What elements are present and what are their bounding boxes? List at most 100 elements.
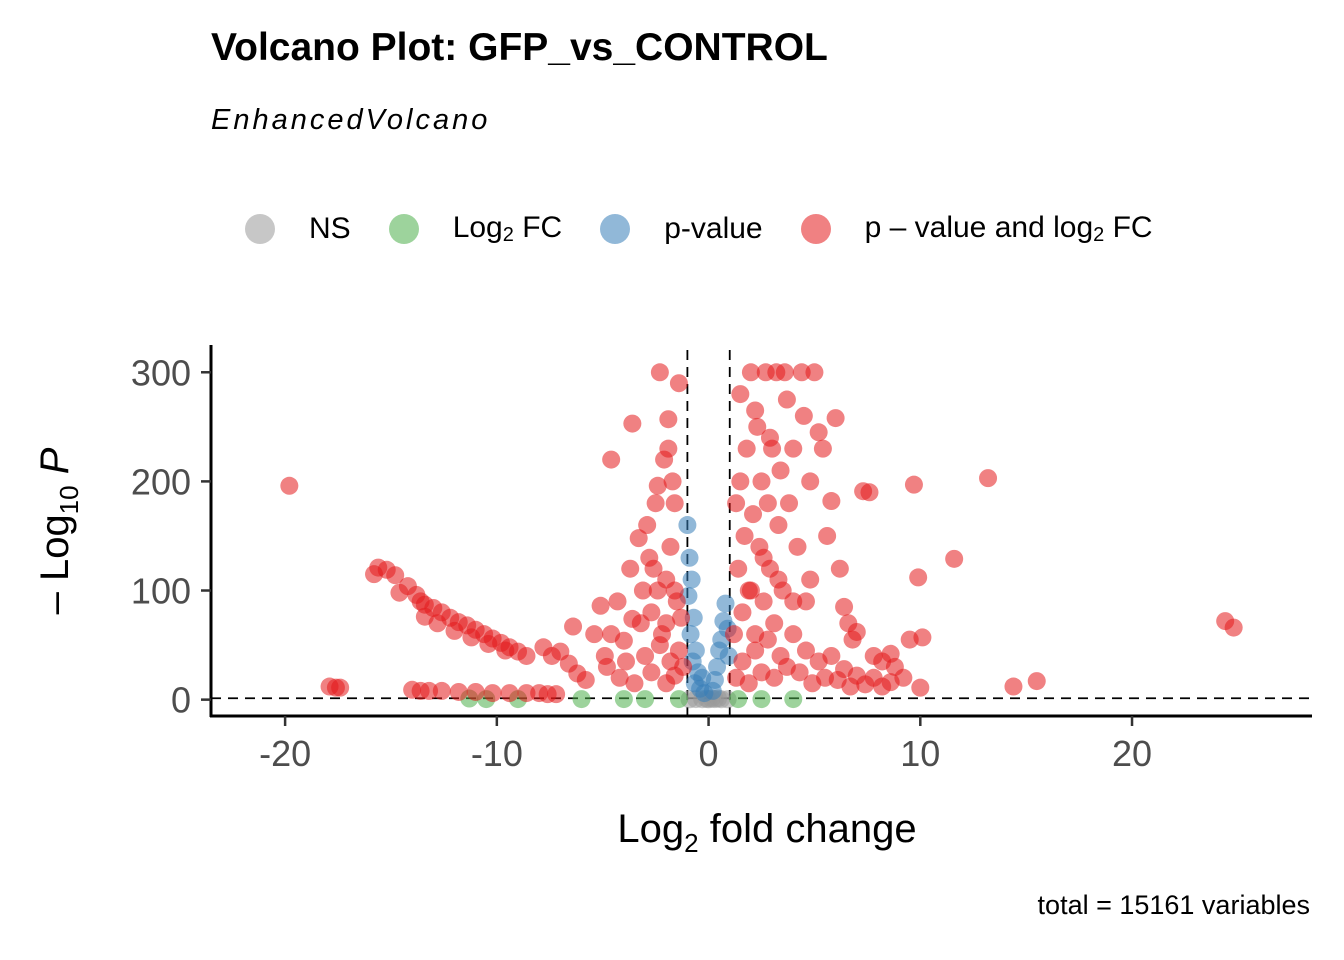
data-point bbox=[731, 472, 750, 491]
data-point bbox=[597, 657, 616, 676]
data-point bbox=[576, 670, 595, 689]
data-point bbox=[500, 684, 519, 703]
chart-caption: total = 15161 variables bbox=[1037, 890, 1310, 920]
data-point bbox=[881, 673, 900, 692]
legend: NS Log2 FC p-value p – value and log2 FC bbox=[245, 206, 1191, 252]
legend-key-pvalue-and-log2fc bbox=[800, 214, 831, 244]
legend-item-log2fc: Log2 FC bbox=[388, 211, 562, 247]
data-point bbox=[813, 439, 832, 458]
data-point bbox=[483, 684, 502, 703]
data-point bbox=[784, 439, 803, 458]
data-point bbox=[633, 581, 652, 600]
data-point bbox=[517, 684, 536, 703]
data-point bbox=[462, 628, 481, 647]
data-point bbox=[642, 663, 661, 682]
data-point bbox=[650, 636, 669, 655]
data-point bbox=[684, 608, 703, 627]
data-point bbox=[801, 570, 820, 589]
data-point bbox=[765, 614, 784, 633]
data-point bbox=[614, 631, 633, 650]
data-point bbox=[822, 646, 841, 665]
data-point bbox=[780, 494, 799, 513]
data-point bbox=[280, 476, 299, 495]
data-point bbox=[1027, 672, 1046, 691]
data-point bbox=[754, 548, 773, 567]
data-point bbox=[602, 450, 621, 469]
data-point bbox=[449, 682, 468, 701]
data-point bbox=[682, 570, 701, 589]
data-point bbox=[445, 621, 464, 640]
data-point bbox=[754, 592, 773, 611]
legend-label-pvalue: p-value bbox=[664, 212, 763, 245]
legend-item-pvalue: p-value bbox=[600, 212, 763, 246]
legend-item-pvalue-and-log2fc: p – value and log2 FC bbox=[800, 211, 1153, 247]
data-point bbox=[792, 363, 811, 382]
data-point bbox=[428, 614, 447, 633]
data-point bbox=[669, 374, 688, 393]
data-point bbox=[547, 685, 566, 704]
data-point bbox=[729, 690, 748, 709]
data-point bbox=[913, 628, 932, 647]
data-point bbox=[724, 625, 743, 644]
data-point bbox=[610, 668, 629, 687]
data-point bbox=[638, 516, 657, 535]
data-point bbox=[733, 603, 752, 622]
data-point bbox=[678, 516, 697, 535]
data-point bbox=[680, 548, 699, 567]
data-point bbox=[826, 409, 845, 428]
data-point bbox=[616, 652, 635, 671]
data-point bbox=[835, 597, 854, 616]
data-point bbox=[665, 581, 684, 600]
data-point bbox=[765, 668, 784, 687]
x-tick-label: -20 bbox=[259, 733, 311, 774]
legend-key-ns bbox=[245, 214, 275, 244]
data-point bbox=[331, 678, 350, 697]
data-point bbox=[432, 681, 451, 700]
data-point bbox=[822, 492, 841, 511]
data-point bbox=[741, 363, 760, 382]
data-point bbox=[758, 494, 777, 513]
data-point bbox=[517, 646, 536, 665]
data-point bbox=[741, 581, 760, 600]
data-point bbox=[661, 537, 680, 556]
data-point bbox=[809, 423, 828, 442]
data-point bbox=[801, 472, 820, 491]
data-point bbox=[665, 494, 684, 513]
y-axis-title: – Log10 P bbox=[33, 447, 84, 614]
data-point bbox=[752, 690, 771, 709]
data-point bbox=[729, 559, 748, 578]
data-point bbox=[731, 385, 750, 404]
y-tick-label: 300 bbox=[131, 352, 191, 393]
x-tick-label: 0 bbox=[699, 733, 719, 774]
data-point bbox=[719, 646, 738, 665]
data-point bbox=[572, 690, 591, 709]
data-point bbox=[657, 614, 676, 633]
data-point bbox=[669, 690, 688, 709]
x-axis-title: Log2 fold change bbox=[617, 807, 916, 858]
data-point bbox=[758, 630, 777, 649]
data-point bbox=[771, 461, 790, 480]
data-point bbox=[805, 363, 824, 382]
legend-label-pvalue-and-log2fc: p – value and log2 FC bbox=[864, 211, 1153, 246]
data-point bbox=[727, 494, 746, 513]
data-point bbox=[659, 410, 678, 429]
data-point bbox=[564, 617, 583, 636]
data-point bbox=[674, 657, 693, 676]
data-point bbox=[648, 476, 667, 495]
data-point bbox=[945, 549, 964, 568]
data-point bbox=[784, 625, 803, 644]
data-point bbox=[650, 363, 669, 382]
legend-key-log2fc bbox=[388, 214, 419, 244]
data-point bbox=[479, 634, 498, 653]
data-point bbox=[796, 641, 815, 660]
x-tick-label: 20 bbox=[1112, 733, 1152, 774]
x-tick-label: -10 bbox=[471, 733, 523, 774]
data-point bbox=[784, 592, 803, 611]
data-point bbox=[775, 363, 794, 382]
data-point bbox=[621, 559, 640, 578]
data-point bbox=[737, 439, 756, 458]
data-point bbox=[420, 681, 439, 700]
data-point bbox=[818, 526, 837, 545]
